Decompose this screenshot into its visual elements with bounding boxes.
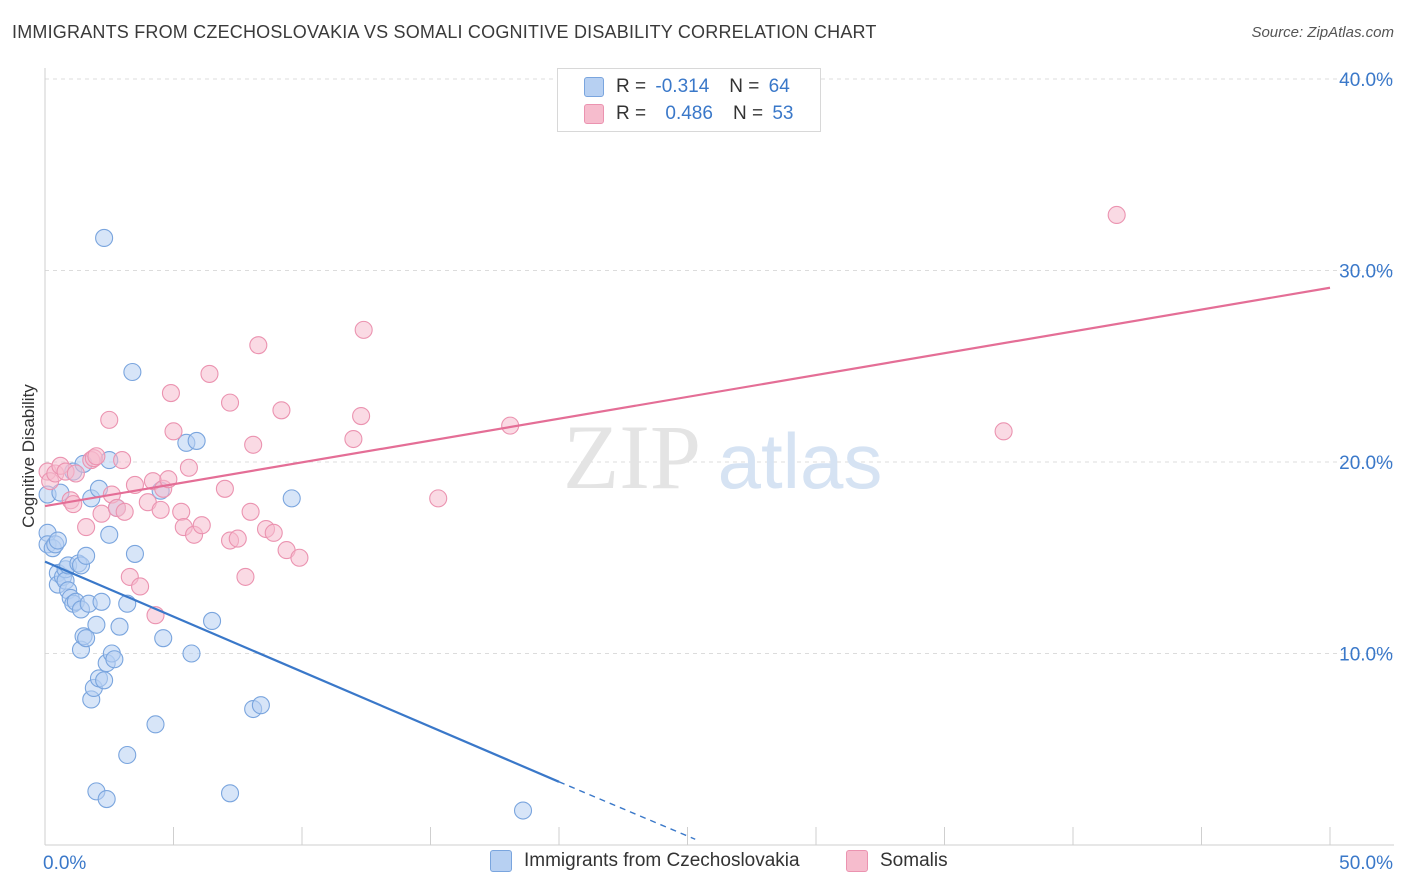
bottom-legend-item-czechoslovakia: Immigrants from Czechoslovakia (490, 850, 800, 872)
legend-row-czechoslovakia: R = -0.314 N = 64 (584, 74, 790, 100)
point-czechoslovakia (251, 696, 270, 715)
point-somalis (131, 577, 150, 596)
watermark-zip: ZIP (563, 406, 701, 508)
y-tick-label: 20.0% (1339, 453, 1393, 474)
point-czechoslovakia (182, 644, 201, 663)
point-somalis (179, 458, 198, 477)
point-czechoslovakia (203, 611, 222, 630)
point-czechoslovakia (118, 745, 137, 765)
legend-swatch-blue (584, 77, 604, 97)
point-somalis (92, 504, 111, 523)
point-czechoslovakia (125, 544, 144, 563)
legend-n-label: N = (732, 103, 764, 124)
point-somalis (215, 479, 234, 498)
tick-labels: 10.0% 20.0% 30.0% 40.0% 0.0% 50.0% Cognitive D… (19, 70, 1393, 874)
bottom-legend-label: Somalis (880, 850, 948, 871)
point-somalis (290, 548, 309, 567)
axes (44, 68, 1394, 846)
point-czechoslovakia (77, 546, 96, 565)
y-tick-label: 10.0% (1339, 645, 1393, 666)
point-somalis (1107, 205, 1126, 225)
point-somalis (429, 489, 448, 508)
y-tick-label: 30.0% (1339, 262, 1393, 283)
legend-r-label: R = (616, 103, 647, 124)
point-czechoslovakia (95, 228, 114, 247)
point-czechoslovakia (513, 801, 533, 820)
legend-r-value: -0.314 (655, 76, 710, 97)
y-axis-title: Cognitive Disability (19, 384, 38, 528)
bottom-legend-swatch-blue (490, 850, 512, 872)
legend-n-value: 53 (772, 103, 794, 124)
point-somalis (352, 406, 371, 426)
point-somalis (192, 516, 211, 535)
point-czechoslovakia (77, 629, 96, 648)
point-somalis (113, 451, 132, 470)
point-czechoslovakia (92, 592, 111, 611)
point-somalis (100, 410, 119, 429)
point-czechoslovakia (105, 650, 124, 669)
point-czechoslovakia (146, 715, 165, 734)
point-somalis (236, 567, 255, 586)
point-somalis (115, 502, 134, 521)
bottom-legend-item-somalis: Somalis (846, 850, 948, 872)
point-czechoslovakia (282, 489, 301, 508)
point-czechoslovakia (97, 789, 116, 809)
point-czechoslovakia (48, 531, 67, 550)
point-somalis (354, 320, 373, 339)
point-czechoslovakia (220, 784, 240, 803)
point-czechoslovakia (187, 431, 206, 450)
y-tick-label: 40.0% (1339, 70, 1393, 91)
point-somalis (228, 529, 247, 548)
x-tick-label: 0.0% (43, 853, 86, 874)
point-czechoslovakia (95, 671, 114, 690)
source-label: Source: ZipAtlas.com (1251, 24, 1394, 41)
point-somalis (161, 384, 180, 403)
point-somalis (994, 422, 1013, 441)
legend-r-value: 0.486 (665, 103, 713, 124)
chart-title: IMMIGRANTS FROM CZECHOSLOVAKIA VS SOMALI… (12, 22, 877, 42)
point-somalis (64, 495, 83, 514)
point-czechoslovakia (100, 525, 119, 544)
point-somalis (272, 401, 291, 420)
point-somalis (344, 429, 363, 449)
grid-lines (45, 78, 1394, 654)
legend-n-label: N = (729, 76, 760, 97)
point-somalis (151, 500, 170, 519)
legend-swatch-pink (584, 104, 604, 124)
trend-line-czechoslovakia-extrapolated (558, 781, 696, 840)
point-somalis (220, 393, 240, 412)
point-czechoslovakia (123, 362, 142, 382)
point-somalis (87, 447, 106, 466)
point-somalis (244, 435, 263, 454)
bottom-legend-swatch-pink (846, 850, 868, 872)
legend-r-label: R = (616, 76, 647, 97)
trend-line-somalis (44, 286, 1331, 508)
point-somalis (172, 502, 191, 521)
point-somalis (249, 336, 268, 355)
legend-n-value: 64 (768, 76, 790, 97)
watermark-atlas: atlas (718, 417, 883, 505)
watermark: ZIP atlas (563, 406, 882, 508)
point-czechoslovakia (110, 617, 129, 636)
trend-lines (44, 286, 1331, 840)
point-somalis (77, 518, 96, 537)
trend-line-czechoslovakia (44, 560, 560, 783)
point-somalis (200, 364, 219, 383)
correlation-legend: R = -0.314 N = 64 R = 0.486 N = 53 (557, 68, 821, 132)
point-czechoslovakia (154, 629, 173, 648)
point-somalis (164, 422, 183, 441)
point-czechoslovakia (87, 615, 106, 634)
point-somalis (66, 464, 85, 483)
point-somalis (264, 523, 283, 542)
x-tick-label: 50.0% (1339, 853, 1393, 874)
bottom-legend-label: Immigrants from Czechoslovakia (524, 850, 800, 871)
data-points (38, 205, 1126, 820)
legend-row-somalis: R = 0.486 N = 53 (584, 101, 793, 127)
point-somalis (241, 502, 260, 521)
